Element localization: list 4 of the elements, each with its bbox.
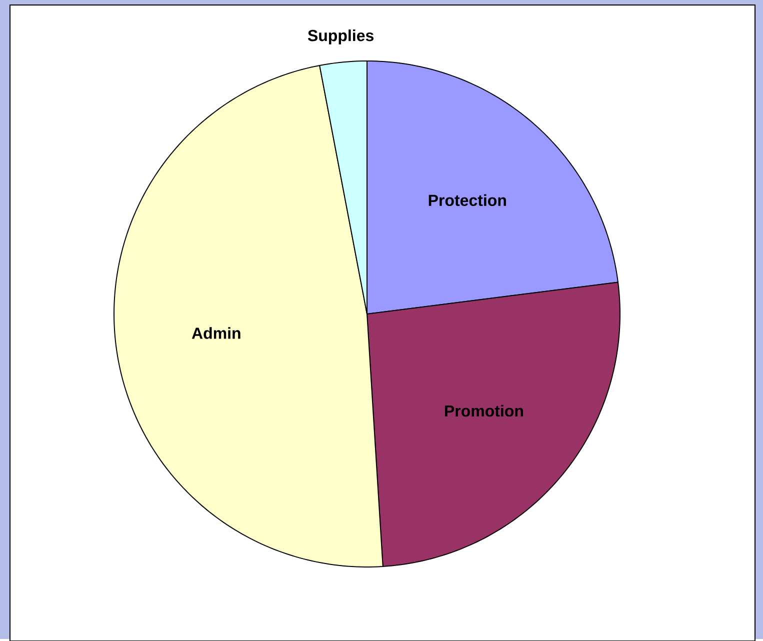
slice-label: Admin	[192, 326, 240, 339]
slice-label: Protection	[428, 194, 506, 206]
slice-label: Supplies	[308, 29, 374, 44]
slice-label: Promotion	[445, 404, 523, 416]
